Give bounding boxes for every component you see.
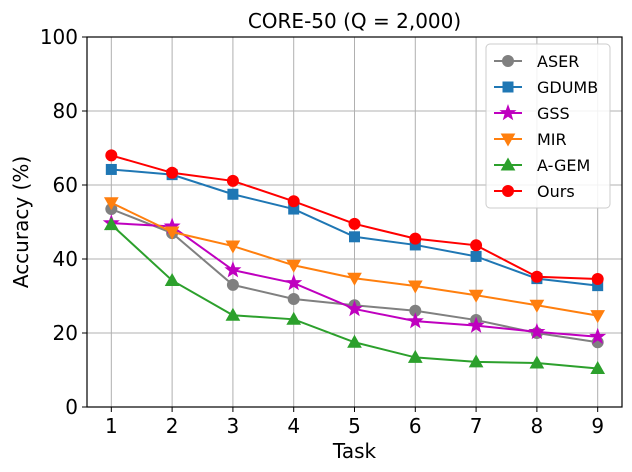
data-point-aser	[226, 278, 239, 291]
x-tick-label: 3	[227, 414, 240, 438]
y-tick-label: 80	[53, 99, 78, 123]
x-tick-label: 1	[105, 414, 118, 438]
series-ours	[105, 149, 604, 285]
data-point-ours	[530, 270, 543, 283]
x-tick-label: 8	[531, 414, 544, 438]
data-point-ours	[409, 232, 422, 245]
legend-label: GDUMB	[537, 78, 598, 97]
data-point-gss	[345, 299, 364, 317]
x-axis-title: Task	[332, 439, 377, 463]
legend-label: Ours	[537, 182, 575, 201]
x-tick-label: 9	[591, 414, 604, 438]
data-point-mir	[347, 272, 362, 286]
data-point-mir	[590, 310, 606, 324]
data-point-a-gem	[164, 272, 180, 286]
data-point-gss	[285, 274, 303, 291]
legend-label: A-GEM	[537, 156, 590, 175]
y-tick-label: 40	[53, 247, 78, 271]
data-point-mir	[225, 240, 241, 254]
x-tick-label: 2	[166, 414, 179, 438]
legend: ASER GDUMB GSS MIR A-GEM Ours	[485, 43, 611, 209]
y-tick-label: 20	[53, 321, 78, 345]
series-a-gem	[103, 217, 606, 375]
data-point-gdumb	[227, 188, 239, 200]
data-point-mir	[103, 197, 119, 211]
x-tick-label: 6	[409, 414, 422, 438]
data-point-ours	[287, 195, 300, 208]
y-tick-label: 100	[40, 25, 78, 49]
data-point-mir	[164, 226, 180, 240]
data-point-ours	[591, 272, 604, 285]
data-point-a-gem	[590, 361, 606, 375]
legend-label: MIR	[537, 130, 567, 149]
data-point-gdumb	[349, 231, 360, 243]
data-point-gss	[224, 261, 242, 278]
data-point-gdumb	[470, 250, 482, 262]
legend-entry-gdumb: GDUMB	[494, 78, 598, 97]
legend-box	[485, 43, 611, 209]
data-point-mir	[529, 299, 545, 313]
legend-entry-ours: Ours	[494, 182, 575, 201]
data-point-a-gem	[347, 334, 362, 348]
data-point-a-gem	[407, 349, 423, 363]
data-point-ours	[348, 217, 361, 230]
data-point-gss	[528, 322, 546, 340]
legend-entry-mir: MIR	[494, 130, 567, 149]
x-tick-label: 4	[287, 414, 300, 438]
data-point-ours	[470, 239, 483, 252]
data-point-gss	[589, 327, 607, 344]
data-point-gdumb	[105, 163, 117, 175]
series-group	[102, 149, 607, 375]
series-mir	[103, 197, 606, 324]
data-point-a-gem	[529, 355, 545, 369]
data-point-mir	[468, 289, 484, 303]
y-axis-title: Accuracy (%)	[9, 156, 33, 288]
legend-marker	[500, 157, 516, 171]
legend-marker	[499, 104, 517, 121]
legend-label: ASER	[537, 52, 579, 71]
y-tick-label: 0	[65, 395, 78, 419]
data-point-a-gem	[468, 354, 484, 368]
data-point-mir	[286, 259, 302, 273]
axis-ticks: 0 20 40 60 80 100 1 2 3 4 5 6 7 8 9	[40, 25, 604, 438]
legend-entry-gss: GSS	[494, 104, 570, 123]
data-point-a-gem	[286, 311, 302, 325]
data-point-ours	[226, 174, 239, 187]
data-point-a-gem	[103, 217, 119, 231]
legend-marker	[502, 81, 514, 93]
data-point-a-gem	[225, 307, 241, 321]
legend-marker	[500, 133, 516, 147]
data-point-ours	[105, 149, 118, 162]
legend-entry-aser: ASER	[494, 52, 579, 71]
legend-marker	[502, 185, 514, 197]
data-point-ours	[166, 166, 179, 179]
x-tick-label: 5	[348, 414, 361, 438]
legend-entry-a-gem: A-GEM	[494, 156, 590, 175]
data-point-aser	[287, 292, 300, 305]
x-tick-label: 7	[470, 414, 483, 438]
data-point-gss	[406, 312, 424, 329]
legend-marker	[502, 55, 514, 67]
data-point-gss	[467, 316, 485, 333]
legend-label: GSS	[537, 104, 570, 123]
y-tick-label: 60	[53, 173, 78, 197]
data-point-mir	[407, 280, 423, 294]
chart-title: CORE-50 (Q = 2,000)	[248, 9, 461, 33]
